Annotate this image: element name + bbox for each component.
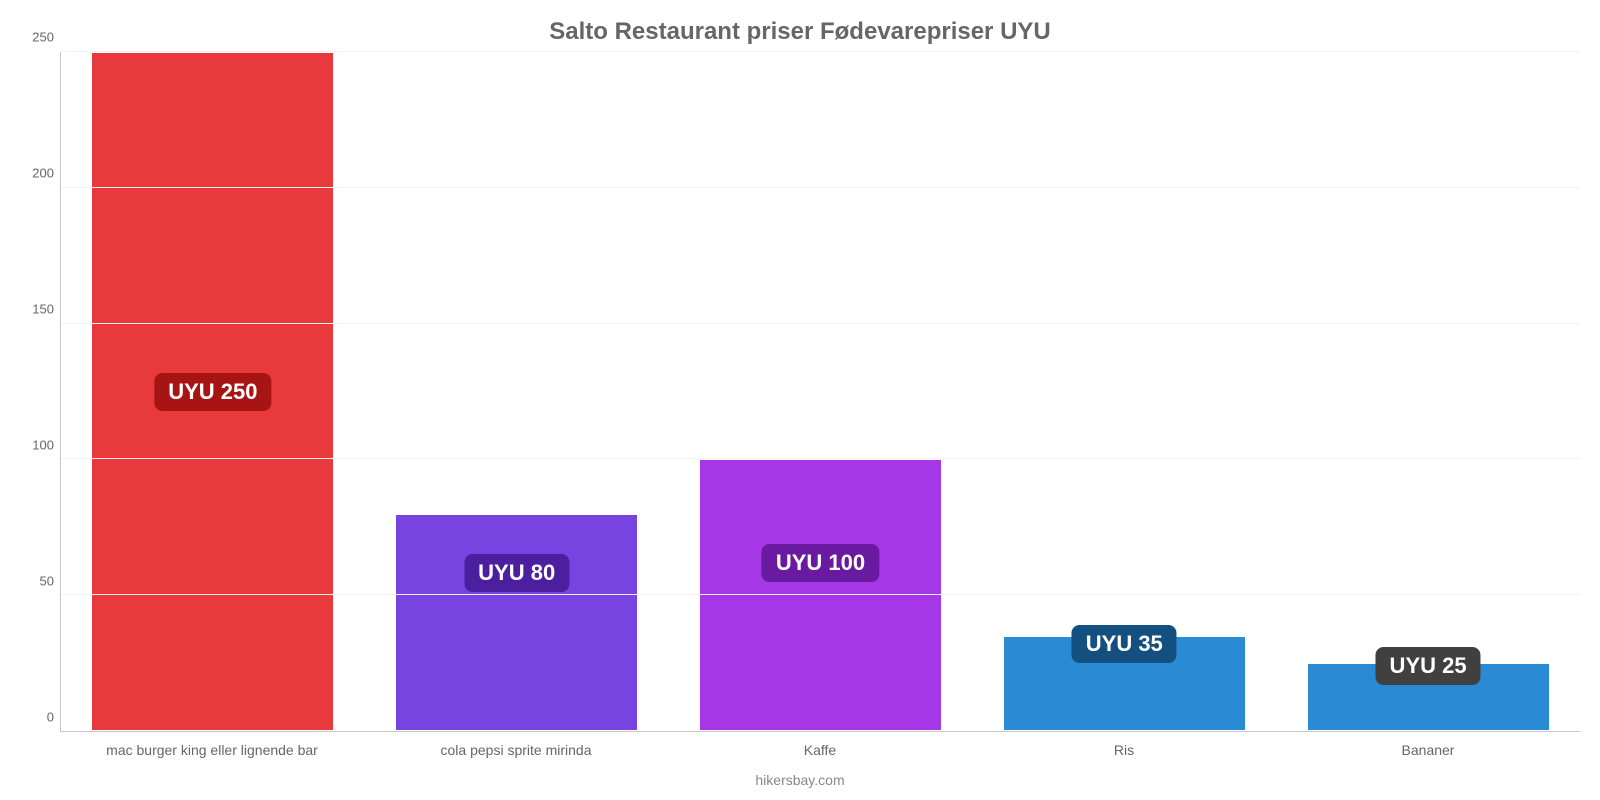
y-axis: 050100150200250	[0, 52, 60, 732]
y-tick-label: 150	[32, 302, 54, 317]
value-label: UYU 250	[154, 373, 271, 411]
y-tick-label: 250	[32, 30, 54, 45]
x-tick-label: Bananer	[1276, 732, 1580, 772]
price-chart: Salto Restaurant priser Fødevarepriser U…	[0, 0, 1600, 800]
bar-slot: UYU 35	[972, 52, 1276, 731]
gridline	[61, 594, 1580, 595]
bars-container: UYU 250 UYU 80 UYU 100 UYU 35 UYU 25	[61, 52, 1580, 731]
chart-footer: hikersbay.com	[0, 772, 1600, 800]
gridline	[61, 458, 1580, 459]
value-label: UYU 35	[1072, 625, 1177, 663]
x-tick-label: mac burger king eller lignende bar	[60, 732, 364, 772]
y-tick-label: 0	[47, 710, 54, 725]
gridline	[61, 187, 1580, 188]
x-tick-label: cola pepsi sprite mirinda	[364, 732, 668, 772]
x-tick-label: Ris	[972, 732, 1276, 772]
value-label: UYU 25	[1376, 647, 1481, 685]
x-axis: mac burger king eller lignende barcola p…	[0, 732, 1600, 772]
bar-slot: UYU 25	[1276, 52, 1580, 731]
right-pad	[1580, 52, 1600, 732]
bar	[699, 459, 942, 731]
chart-title: Salto Restaurant priser Fødevarepriser U…	[0, 0, 1600, 52]
y-tick-label: 100	[32, 438, 54, 453]
bar-slot: UYU 80	[365, 52, 669, 731]
bar-slot: UYU 250	[61, 52, 365, 731]
y-tick-label: 50	[40, 574, 54, 589]
plot-area: UYU 250 UYU 80 UYU 100 UYU 35 UYU 25	[60, 52, 1580, 732]
plot-row: 050100150200250 UYU 250UYU 80UYU 100UYU …	[0, 52, 1600, 732]
bar-slot: UYU 100	[669, 52, 973, 731]
gridline	[61, 323, 1580, 324]
gridline	[61, 51, 1580, 52]
y-tick-label: 200	[32, 166, 54, 181]
x-tick-label: Kaffe	[668, 732, 972, 772]
bar	[395, 514, 638, 731]
value-label: UYU 100	[762, 544, 879, 582]
value-label: UYU 80	[464, 554, 569, 592]
